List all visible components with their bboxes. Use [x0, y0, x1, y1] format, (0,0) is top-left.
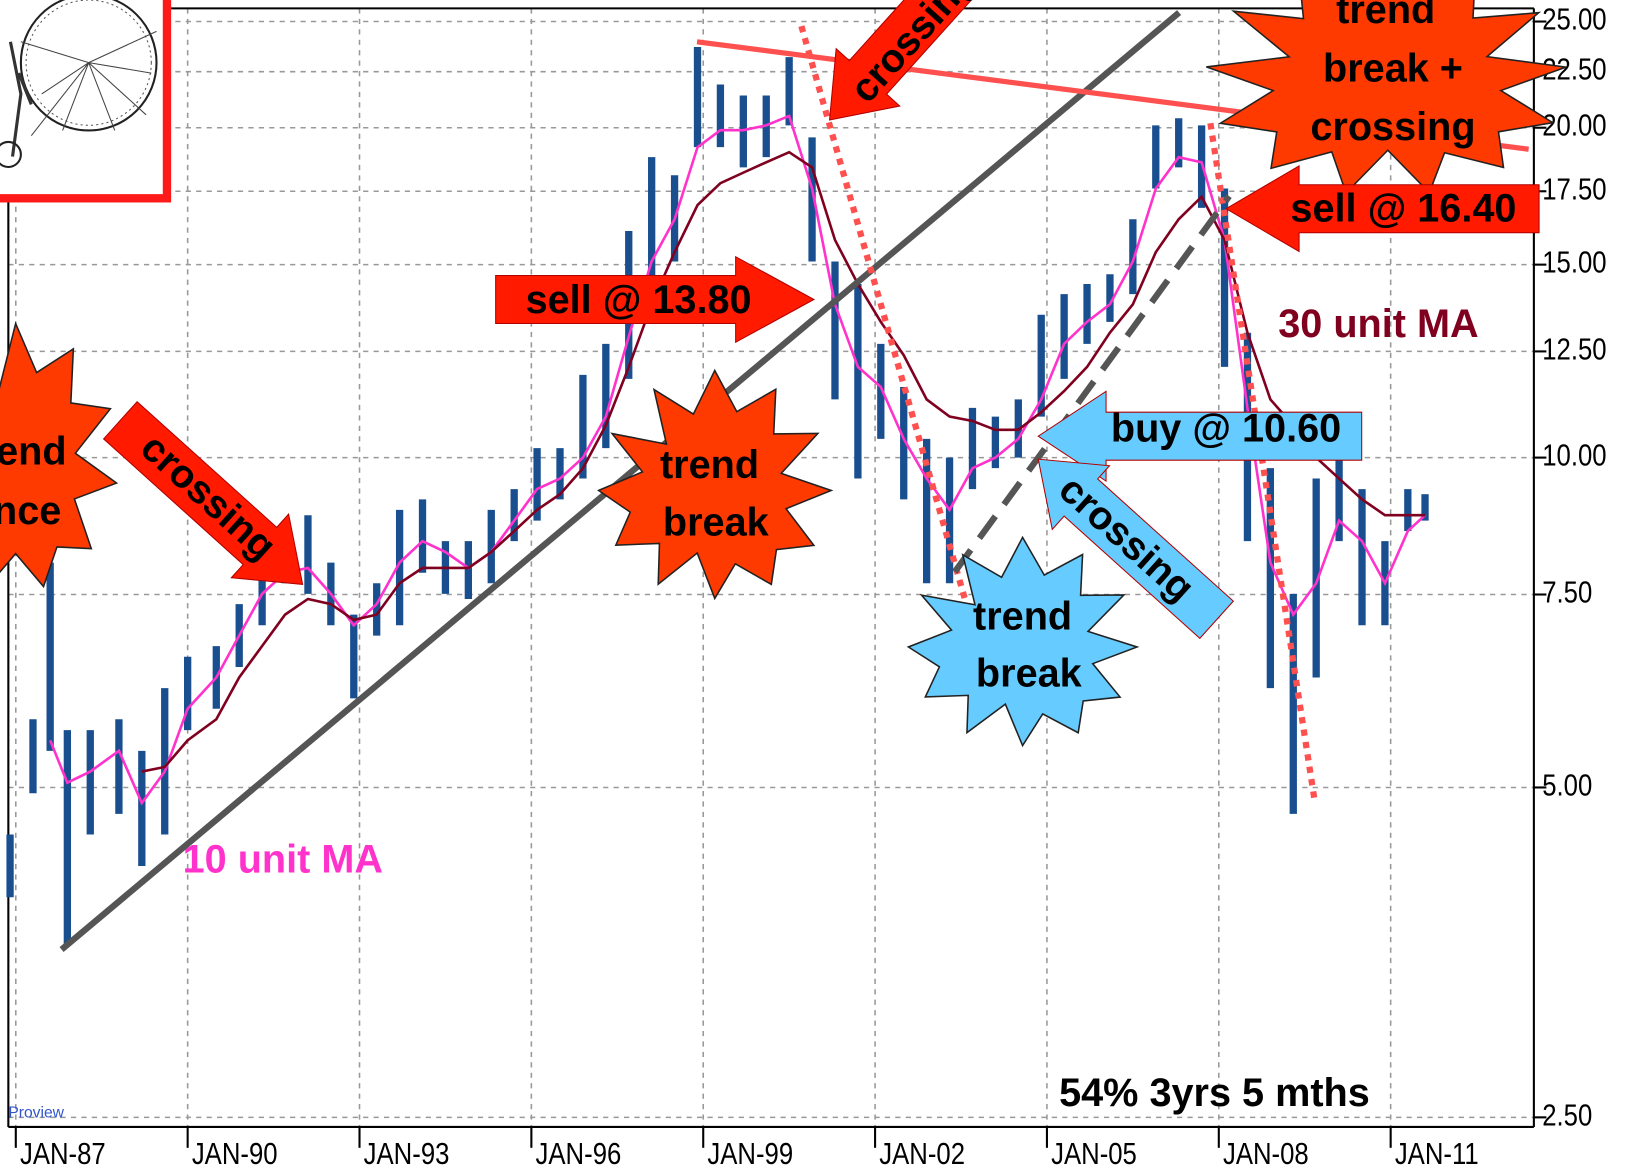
wheel [19, 0, 158, 132]
annotation: nce [0, 489, 61, 533]
marks [6, 46, 1429, 946]
y-tick-label: 12.50 [1542, 332, 1606, 365]
x-tick-label: JAN-05 [1051, 1137, 1137, 1170]
y-tick-label: 10.00 [1542, 439, 1606, 472]
x-tick-label: JAN-08 [1223, 1137, 1309, 1170]
starburst [1206, 0, 1567, 195]
arrow [1225, 165, 1540, 253]
x-tick-label: JAN-11 [1395, 1137, 1479, 1170]
spokes [20, 30, 157, 137]
y-tick-label: 25.00 [1542, 3, 1606, 36]
y-tick-label: 2.50 [1542, 1098, 1592, 1131]
rider [8, 41, 33, 157]
series-label: 10 unit MA [183, 837, 383, 881]
y-tick-label: 15.00 [1542, 246, 1606, 279]
arrow [102, 400, 304, 585]
annotation: trend [1336, 0, 1435, 32]
x-tick-label: JAN-93 [364, 1137, 450, 1170]
arrow [1037, 458, 1235, 640]
trend-line [1207, 122, 1318, 802]
trend-line [952, 194, 1232, 574]
annotation: trend [660, 443, 759, 487]
y-tick-label: 7.50 [1542, 576, 1592, 609]
y-tick-label: 20.00 [1542, 109, 1606, 142]
starburst [906, 535, 1140, 748]
x-tick-label: JAN-02 [879, 1137, 965, 1170]
x-tick-label: JAN-90 [192, 1137, 278, 1170]
arrow [828, 0, 1010, 121]
small-wheel [0, 140, 22, 169]
annotation: end [0, 429, 67, 473]
annotation: trend [973, 594, 1072, 638]
wheel-spokes [25, 0, 152, 126]
annotation: 54% 3yrs 5 mths [1059, 1071, 1370, 1115]
arrow [1037, 390, 1363, 483]
arrow [495, 255, 815, 344]
moving-average [141, 150, 1426, 773]
annotation: sell @ 13.80 [526, 278, 752, 322]
annotation: crossing [1310, 105, 1475, 149]
annotation: break + [1323, 46, 1463, 90]
x-tick-label: JAN-96 [536, 1137, 622, 1170]
starburst [597, 368, 834, 601]
starburst [0, 321, 119, 589]
y-tick-label: 17.50 [1542, 172, 1606, 205]
annotation: break [663, 500, 770, 544]
logo [0, 0, 172, 203]
annotation: buy @ 10.60 [1111, 406, 1341, 450]
annotation: sell @ 16.40 [1290, 186, 1516, 230]
x-tick-label: JAN-99 [707, 1137, 793, 1170]
logo-frame [0, 0, 172, 203]
series-label: 30 unit MA [1278, 302, 1478, 346]
x-tick-label: JAN-87 [20, 1137, 106, 1170]
annotation: break [976, 652, 1083, 696]
annotation: Proview [8, 1105, 64, 1122]
y-tick-label: 5.00 [1542, 769, 1592, 802]
